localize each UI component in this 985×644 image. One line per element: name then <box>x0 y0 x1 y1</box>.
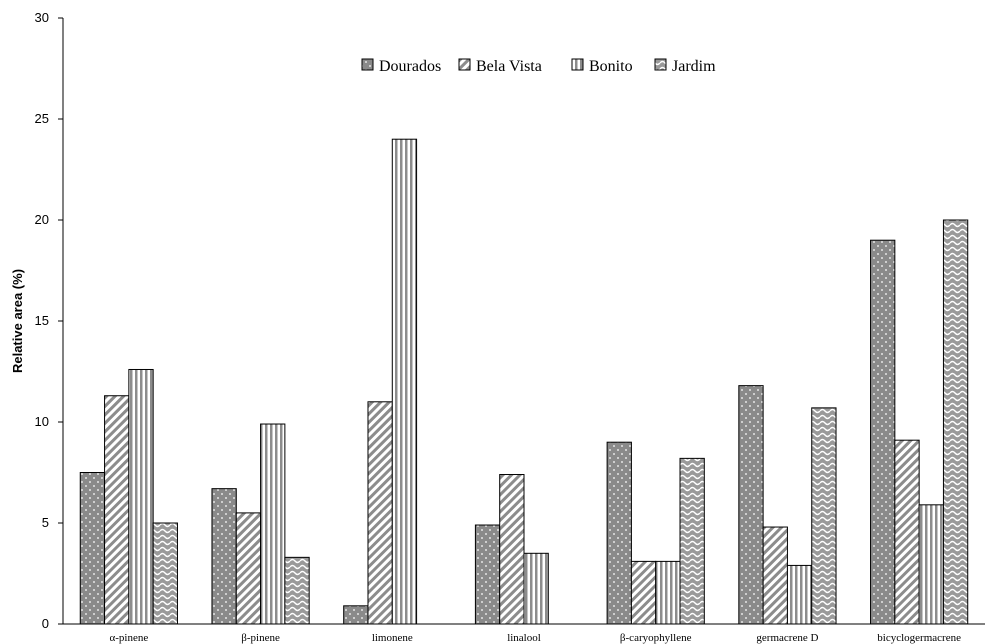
bar-bonito <box>260 423 286 625</box>
y-axis-title: Relative area (%) <box>10 269 25 373</box>
y-ticks: 0 5 10 15 20 25 30 <box>35 10 63 631</box>
x-tick-label: germacrene D <box>756 632 818 644</box>
bar-jardim <box>942 219 969 625</box>
x-tick-label: limonene <box>372 632 413 644</box>
bar-dourados <box>606 441 632 625</box>
y-tick-label: 15 <box>35 313 49 328</box>
bar-bonito <box>523 552 549 625</box>
y-axis: 0 5 10 15 20 25 30 Relative area (%) <box>10 10 64 631</box>
legend-label: Bela Vista <box>476 58 542 75</box>
bar-dourados <box>343 605 369 625</box>
legend-item: Bonito <box>571 58 633 75</box>
bar-bela-vista <box>235 512 262 625</box>
bar-bela-vista <box>630 560 657 625</box>
bar-dourados <box>474 524 501 625</box>
y-tick-label: 20 <box>35 212 49 227</box>
bar-bela-vista <box>762 526 788 625</box>
bars <box>79 138 969 625</box>
bar-bonito <box>918 504 944 625</box>
x-tick-label: β-pinene <box>241 632 280 644</box>
bar-bela-vista <box>499 474 525 625</box>
legend-item: Jardim <box>654 58 716 75</box>
bar-bonito <box>655 560 681 625</box>
y-tick-label: 0 <box>42 616 49 631</box>
bar-jardim <box>811 407 837 625</box>
x-tick-labels: α-pinene β-pinene limonene linalool β-caryop… <box>109 632 961 644</box>
x-tick-label: bicyclogermacrene <box>877 632 961 644</box>
bar-bonito <box>391 138 418 625</box>
bar-dourados <box>738 385 764 625</box>
bar-bonito <box>128 368 154 625</box>
bar-jardim <box>679 457 705 625</box>
bar-bonito <box>786 564 813 625</box>
bar-bela-vista <box>104 395 130 625</box>
x-tick-label: β-caryophyllene <box>620 632 692 644</box>
legend-swatch <box>571 58 584 71</box>
y-tick-label: 10 <box>35 414 49 429</box>
y-tick-label: 30 <box>35 10 49 25</box>
bar-dourados <box>79 472 106 625</box>
bar-jardim <box>284 556 310 625</box>
legend-label: Dourados <box>379 58 441 75</box>
bar-dourados <box>870 239 896 625</box>
x-tick-label: linalool <box>507 632 541 644</box>
x-tick-label: α-pinene <box>109 632 148 644</box>
bar-dourados <box>211 488 237 625</box>
legend-label: Jardim <box>672 58 716 75</box>
legend: Dourados Bela Vista Bonito Jardim <box>361 58 716 75</box>
bar-bela-vista <box>894 439 920 625</box>
legend-swatch <box>654 58 667 71</box>
legend-swatch <box>361 58 374 71</box>
legend-label: Bonito <box>589 58 633 75</box>
legend-swatch <box>458 58 471 71</box>
y-tick-label: 25 <box>35 111 49 126</box>
legend-item: Bela Vista <box>458 58 542 75</box>
y-tick-label: 5 <box>42 515 49 530</box>
bar-jardim <box>152 522 178 625</box>
bar-bela-vista <box>367 401 393 625</box>
legend-item: Dourados <box>361 58 441 75</box>
